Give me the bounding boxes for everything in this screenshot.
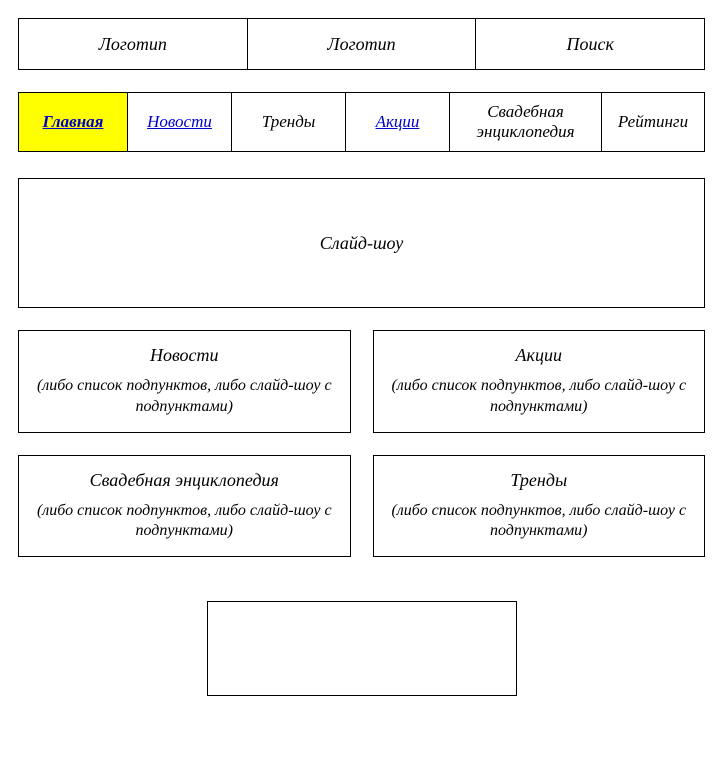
nav-item-trends[interactable]: Тренды <box>231 93 345 151</box>
panel-row-2: Свадебная энциклопедия (либо список подп… <box>18 455 705 558</box>
panel-promo: Акции (либо список подпунктов, либо слай… <box>373 330 706 433</box>
header-logo-2-label: Логотип <box>327 34 395 55</box>
nav-item-ratings[interactable]: Рейтинги <box>601 93 704 151</box>
nav-item-encyclopedia[interactable]: Свадебная энциклопедия <box>449 93 601 151</box>
nav-item-promo-label: Акции <box>376 112 420 132</box>
slideshow-label: Слайд-шоу <box>320 233 403 254</box>
header-logo-2: Логотип <box>247 19 476 69</box>
panel-encyclopedia: Свадебная энциклопедия (либо список подп… <box>18 455 351 558</box>
header-search[interactable]: Поиск <box>475 19 704 69</box>
panel-news: Новости (либо список подпунктов, либо сл… <box>18 330 351 433</box>
panel-encyclopedia-subtitle: (либо список подпунктов, либо слайд-шоу … <box>29 501 340 543</box>
nav-item-news-label: Новости <box>147 112 212 132</box>
panel-news-subtitle: (либо список подпунктов, либо слайд-шоу … <box>29 376 340 418</box>
nav-item-news[interactable]: Новости <box>127 93 231 151</box>
panel-trends-title: Тренды <box>384 470 695 491</box>
panel-trends-subtitle: (либо список подпунктов, либо слайд-шоу … <box>384 501 695 543</box>
panel-news-title: Новости <box>29 345 340 366</box>
panel-row-1: Новости (либо список подпунктов, либо сл… <box>18 330 705 433</box>
nav-item-main[interactable]: Главная <box>19 93 127 151</box>
nav-row: Главная Новости Тренды Акции Свадебная э… <box>18 92 705 152</box>
footer-block <box>207 601 517 696</box>
panel-encyclopedia-title: Свадебная энциклопедия <box>29 470 340 491</box>
panel-promo-title: Акции <box>384 345 695 366</box>
nav-item-ratings-label: Рейтинги <box>618 112 688 132</box>
header-row: Логотип Логотип Поиск <box>18 18 705 70</box>
nav-item-main-label: Главная <box>43 112 104 132</box>
header-logo-1: Логотип <box>19 19 247 69</box>
nav-item-encyclopedia-label: Свадебная энциклопедия <box>454 102 597 141</box>
slideshow-block: Слайд-шоу <box>18 178 705 308</box>
nav-item-trends-label: Тренды <box>262 112 316 132</box>
panel-promo-subtitle: (либо список подпунктов, либо слайд-шоу … <box>384 376 695 418</box>
panel-trends: Тренды (либо список подпунктов, либо сла… <box>373 455 706 558</box>
header-search-label: Поиск <box>566 34 613 55</box>
header-logo-1-label: Логотип <box>99 34 167 55</box>
nav-item-promo[interactable]: Акции <box>345 93 449 151</box>
